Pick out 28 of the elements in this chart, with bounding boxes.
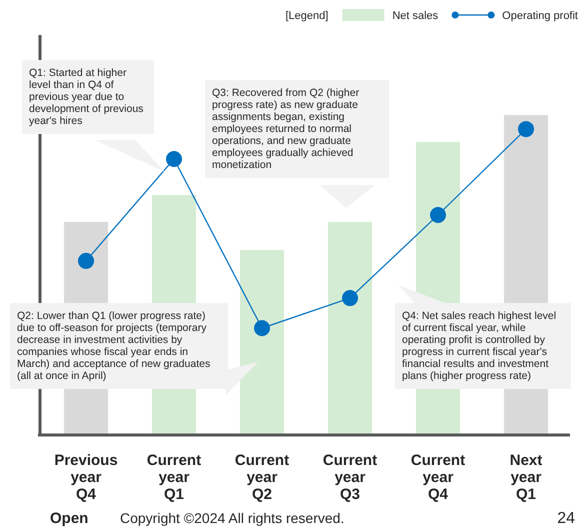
point: [342, 290, 358, 306]
annotation: Q2: Lower than Q1 (lower progress rate) due to off-season for projects (temporary decrease in investment activities by companies whose fiscal year ends in March) and acceptance of new graduates (all at once in April): [17, 310, 210, 382]
legend-label: Net sales: [392, 10, 439, 22]
x-tick-label: Next year Q1: [510, 452, 542, 503]
callout: Q2: Lower than Q1 (lower progress rate) due to off-season for projects (temporary decrease in investment activities by companies whose fiscal year ends in March) and acceptance of new graduates (all at once in April): [10, 303, 258, 395]
callout: Q1: Started at higher level than in Q4 of previous year due to development of previous year's hires: [22, 60, 165, 172]
x-tick-label: Current year Q2: [234, 452, 290, 503]
annotation: Q3: Recovered from Q2 (higher progress rate) as new graduate assignments began, existing employees returned to normal operations, and new graduate employees gradually achieved monetization: [212, 87, 360, 171]
text: Copyright ©2024 All rights reserved.: [120, 510, 344, 526]
legend-title: [Legend]: [285, 10, 328, 22]
legend-label: Operating profit: [502, 10, 578, 22]
point: [166, 151, 182, 167]
point: [254, 320, 270, 336]
x-tick-label: Current year Q4: [410, 452, 466, 503]
annotation: Q4: Net sales reach highest level of current fiscal year, while operating profit is controlled by progress in current fiscal year's financial results and investment plans (higher progress rate): [402, 310, 556, 382]
point: [430, 207, 446, 223]
point: [518, 121, 534, 138]
text: Open: [50, 510, 88, 527]
point: [78, 252, 94, 269]
annotation: Q1: Started at higher level than in Q4 of previous year due to development of previous year's hires: [29, 67, 144, 127]
callout: Q3: Recovered from Q2 (higher progress rate) as new graduate assignments began, existing employees returned to normal operations, and new graduate employees gradually achieved monetization: [205, 80, 389, 208]
x-tick-label: Current year Q1: [146, 452, 202, 503]
bar: [328, 222, 372, 435]
text: 24: [557, 510, 576, 527]
x-tick-label: Current year Q3: [322, 452, 378, 503]
callout: Q4: Net sales reach highest level of current fiscal year, while operating profit is controlled by progress in current fiscal year's financial results and investment plans (higher progress rate): [395, 285, 571, 389]
bar: [240, 250, 284, 435]
x-tick-label: Previous year Q4: [54, 452, 118, 503]
